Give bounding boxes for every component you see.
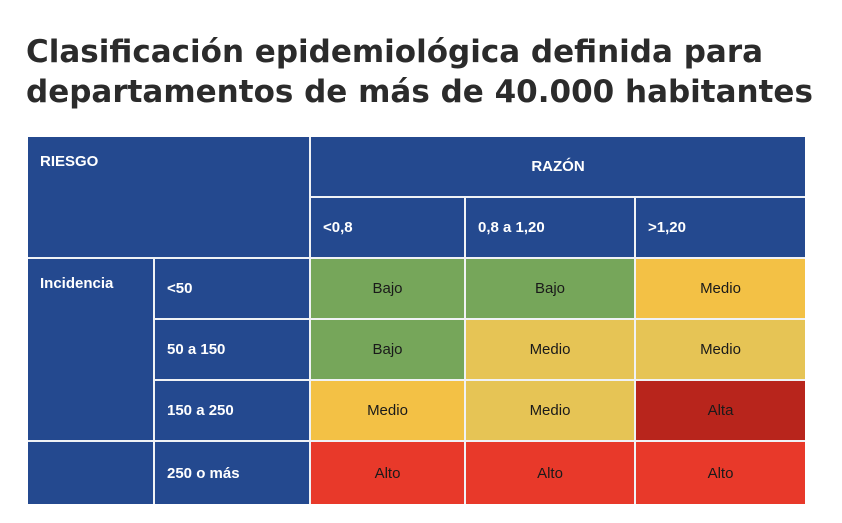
- incidencia-row-4: 250 o más: [155, 442, 309, 504]
- risk-cell-r1-c3: Medio: [636, 259, 805, 318]
- risk-cell-r3-c3: Alta: [636, 381, 805, 440]
- risk-cell-r2-c2: Medio: [466, 320, 634, 379]
- incidencia-row-3: 150 a 250: [155, 381, 309, 440]
- razon-col-3: >1,20: [636, 198, 805, 257]
- risk-cell-r4-c2: Alto: [466, 442, 634, 504]
- risk-cell-r4-c1: Alto: [311, 442, 464, 504]
- risk-cell-r1-c1: Bajo: [311, 259, 464, 318]
- risk-cell-r3-c1: Medio: [311, 381, 464, 440]
- risk-cell-r2-c1: Bajo: [311, 320, 464, 379]
- incidencia-row-2: 50 a 150: [155, 320, 309, 379]
- risk-cell-r1-c2: Bajo: [466, 259, 634, 318]
- incidencia-header: Incidencia: [28, 259, 153, 440]
- risk-cell-r2-c3: Medio: [636, 320, 805, 379]
- incidencia-header-continuation: [28, 442, 153, 504]
- risk-cell-r4-c3: Alto: [636, 442, 805, 504]
- razon-header: RAZÓN: [311, 137, 805, 196]
- risk-classification-table: RIESGO RAZÓN <0,8 0,8 a 1,20 >1,20 Incid…: [28, 137, 805, 504]
- razon-col-2: 0,8 a 1,20: [466, 198, 634, 257]
- riesgo-header: RIESGO: [28, 137, 309, 257]
- incidencia-row-1: <50: [155, 259, 309, 318]
- razon-col-1: <0,8: [311, 198, 464, 257]
- risk-cell-r3-c2: Medio: [466, 381, 634, 440]
- page-title: Clasificación epidemiológica definida pa…: [26, 34, 813, 110]
